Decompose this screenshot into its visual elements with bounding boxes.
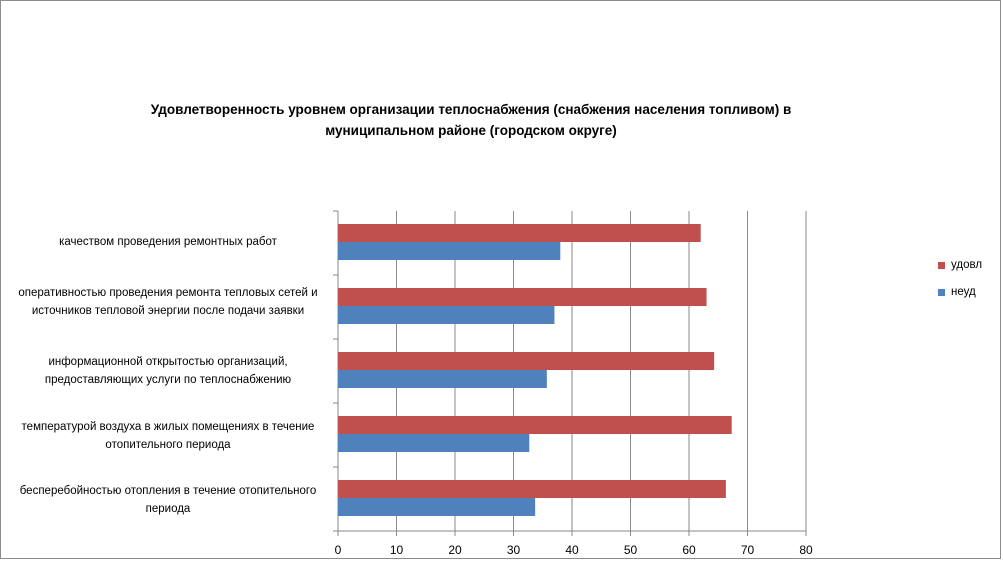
legend-item-neud: неуд: [938, 286, 976, 298]
x-tick-label-40: 40: [565, 543, 579, 557]
bar-неуд-0: [338, 242, 561, 260]
category-label-2: информационной открытостью организаций, …: [44, 356, 292, 386]
legend-label-udovl: удовл: [951, 259, 983, 271]
bar-удовл-4: [338, 480, 726, 498]
legend-item-udovl: удовл: [938, 259, 982, 271]
x-tick-label-0: 0: [335, 543, 342, 557]
category-label-4: бесперебойностью отопления в течение ото…: [19, 485, 317, 515]
x-tick-label-60: 60: [682, 543, 696, 557]
x-tick-label-80: 80: [799, 543, 813, 557]
bar-удовл-0: [338, 224, 701, 242]
legend-label-neud: неуд: [951, 286, 976, 298]
bar-удовл-2: [338, 352, 715, 370]
bar-неуд-1: [338, 306, 555, 324]
bar-неуд-2: [338, 370, 547, 388]
legend-swatch-udovl: [938, 261, 945, 269]
legend-swatch-neud: [938, 288, 945, 296]
bar-удовл-3: [338, 416, 732, 434]
category-label-0: качеством проведения ремонтных работ: [59, 236, 277, 248]
category-label-3: температурой воздуха в жилых помещениях …: [21, 421, 315, 451]
bar-неуд-4: [338, 498, 536, 516]
x-tick-label-50: 50: [624, 543, 638, 557]
x-tick-label-30: 30: [507, 543, 521, 557]
x-tick-label-20: 20: [448, 543, 462, 557]
bar-удовл-1: [338, 288, 707, 306]
x-tick-label-70: 70: [741, 543, 755, 557]
category-label-1: оперативностью проведения ремонта теплов…: [18, 287, 318, 317]
x-tick-label-10: 10: [390, 543, 404, 557]
chart-title: Удовлетворенность уровнем организации те…: [150, 102, 792, 138]
bar-неуд-3: [338, 434, 530, 452]
